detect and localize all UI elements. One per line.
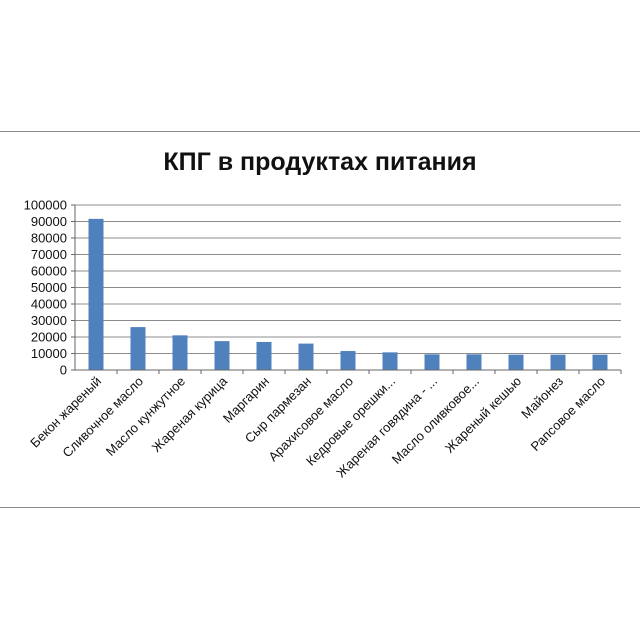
axes [74,205,621,371]
y-tick-label: 10000 [31,346,67,361]
bars [88,218,608,370]
bar [550,354,566,370]
x-category-label: Рапсовое масло [528,374,609,455]
bar [130,327,146,370]
bar [592,354,608,370]
gridlines [75,204,621,371]
x-category-label: Масло кунжутное [103,374,188,459]
y-tick-label: 70000 [31,247,67,262]
bar [508,354,524,370]
y-tick-label: 60000 [31,264,67,279]
bar [256,341,272,370]
bar [298,343,314,370]
y-tick-label: 30000 [31,313,67,328]
chart-title: КПГ в продуктах питания [163,148,477,176]
bar [424,354,440,370]
chart-frame [0,131,640,508]
bar [214,341,230,370]
bar [382,352,398,370]
x-category-label: Жареный кешью [442,373,524,455]
y-tick-label: 100000 [24,198,67,213]
y-tick-label: 20000 [31,330,67,345]
bar [466,354,482,370]
x-category-label: Жареная курица [149,373,231,455]
bar [88,218,104,370]
y-tick-label: 0 [60,363,67,378]
y-tick-label: 50000 [31,280,67,295]
y-tick-label: 40000 [31,297,67,312]
x-category-label: Бекон жареный [27,374,104,451]
bar [172,335,188,370]
y-tick-label: 90000 [31,214,67,229]
bar [340,351,356,370]
y-tick-label: 80000 [31,231,67,246]
